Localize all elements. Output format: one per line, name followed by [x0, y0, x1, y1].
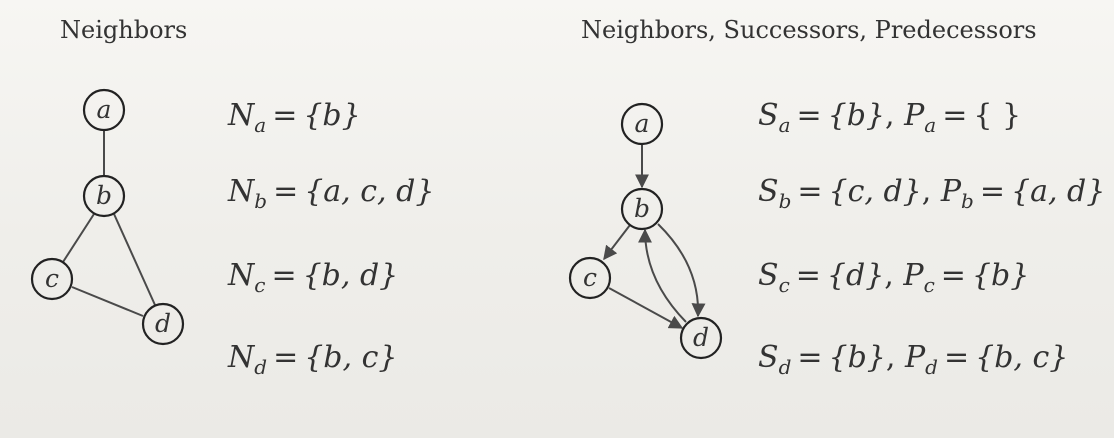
- neighbors-title: Neighbors: [60, 16, 188, 44]
- directed-graph-title: Neighbors, Successors, Predecessors: [581, 16, 1037, 44]
- edge-b-c: [62, 213, 95, 263]
- successors-predecessors-equation-d: Sd = {b}, Pd = {b, c}: [758, 340, 1069, 379]
- node-a: a: [620, 102, 664, 146]
- svg-text:b: b: [96, 181, 112, 210]
- undirected-graph: a b c d: [30, 88, 185, 346]
- edge-c-d: [71, 286, 144, 317]
- arc-b-to-d: [657, 223, 706, 318]
- successors-predecessors-equation-b: Sb = {c, d}, Pb = {a, d}: [758, 174, 1106, 213]
- neighbors-equation-d: Nd = {b, c}: [228, 340, 398, 379]
- svg-text:a: a: [635, 109, 650, 138]
- svg-text:b: b: [634, 194, 650, 223]
- node-d: d: [679, 316, 723, 360]
- arc-c-to-d: [608, 287, 684, 329]
- node-c: c: [30, 257, 74, 301]
- node-a: a: [82, 88, 126, 132]
- neighbors-equation-c: Nc = {b, d}: [228, 258, 399, 297]
- neighbors-equation-a: Na = {b}: [228, 98, 361, 137]
- node-c: c: [568, 256, 612, 300]
- node-b: b: [620, 187, 664, 231]
- node-b: b: [82, 174, 126, 218]
- neighbors-equation-b: Nb = {a, c, d}: [228, 174, 435, 213]
- successors-predecessors-equation-c: Sc = {d}, Pc = {b}: [758, 258, 1030, 297]
- svg-text:d: d: [155, 309, 171, 338]
- svg-text:d: d: [693, 323, 709, 352]
- edge-b-d: [113, 213, 156, 306]
- arc-d-to-b: [638, 228, 687, 323]
- node-d: d: [141, 302, 185, 346]
- arc-b-to-c: [603, 224, 631, 261]
- successors-predecessors-equation-a: Sa = {b}, Pa ={ }: [758, 98, 1022, 137]
- svg-text:c: c: [583, 263, 597, 292]
- svg-text:c: c: [45, 264, 59, 293]
- svg-text:a: a: [97, 95, 112, 124]
